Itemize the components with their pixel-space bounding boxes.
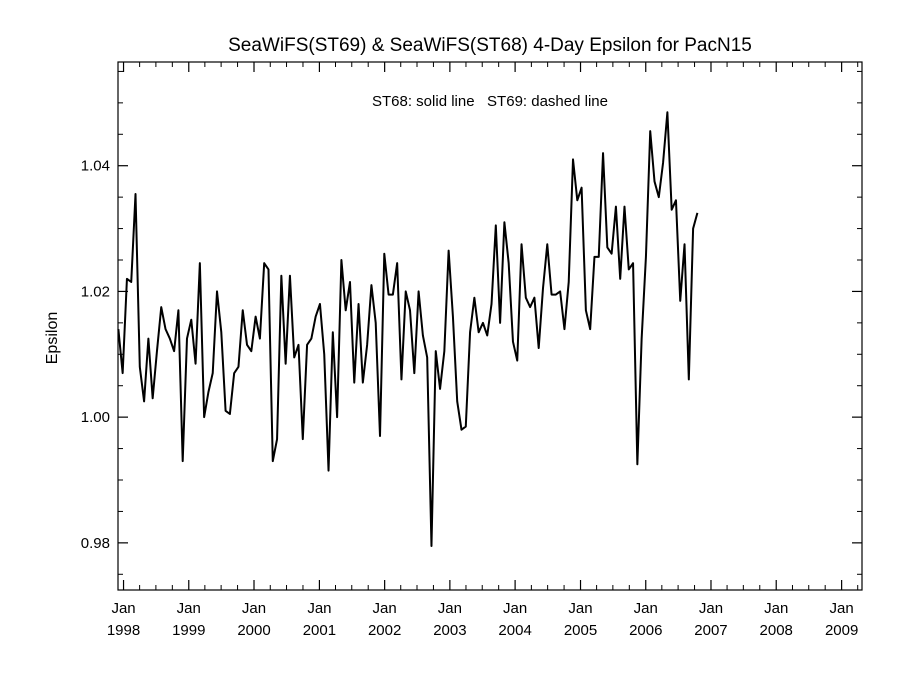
chart-annotation: ST68: solid line ST69: dashed line [372,93,608,110]
x-tick-year-label: 1999 [172,622,205,639]
series-line-solid [117,111,699,547]
x-axis-ticks: Jan 1998 Jan 1999 Jan 2000 Jan 2001 Jan 2002 Jan 20… [107,62,858,639]
x-tick-year-label: 2008 [760,622,793,639]
x-tick-month-label: Jan [503,600,527,617]
x-tick-year-label: 2000 [237,622,270,639]
x-tick-month-label: Jan [634,600,658,617]
x-tick-year-label: 2003 [433,622,466,639]
x-tick-month-label: Jan [242,600,266,617]
series-group [117,111,699,547]
x-tick-year-label: 2006 [629,622,662,639]
x-tick-year-label: 2002 [368,622,401,639]
x-tick-month-label: Jan [307,600,331,617]
x-tick-month-label: Jan [568,600,592,617]
y-axis-label: Epsilon [44,312,61,364]
y-tick-label: 1.00 [81,409,110,426]
x-tick-month-label: Jan [830,600,854,617]
x-tick-year-label: 1998 [107,622,140,639]
plot-frame [117,61,863,591]
x-tick-month-label: Jan [764,600,788,617]
x-tick-month-label: Jan [438,600,462,617]
x-tick-year-label: 2004 [498,622,531,639]
y-tick-label: 1.04 [81,158,110,175]
x-tick-year-label: 2005 [564,622,597,639]
chart-title: SeaWiFS(ST69) & SeaWiFS(ST68) 4-Day Epsi… [228,35,752,56]
x-tick-month-label: Jan [699,600,723,617]
y-tick-label: 0.98 [81,535,110,552]
x-tick-year-label: 2009 [825,622,858,639]
x-tick-year-label: 2001 [303,622,336,639]
y-tick-label: 1.02 [81,283,110,300]
x-tick-month-label: Jan [177,600,201,617]
x-tick-month-label: Jan [373,600,397,617]
x-tick-year-label: 2007 [694,622,727,639]
y-axis-ticks: 0.98 1.00 1.02 1.04 [81,70,862,575]
x-tick-month-label: Jan [111,600,135,617]
